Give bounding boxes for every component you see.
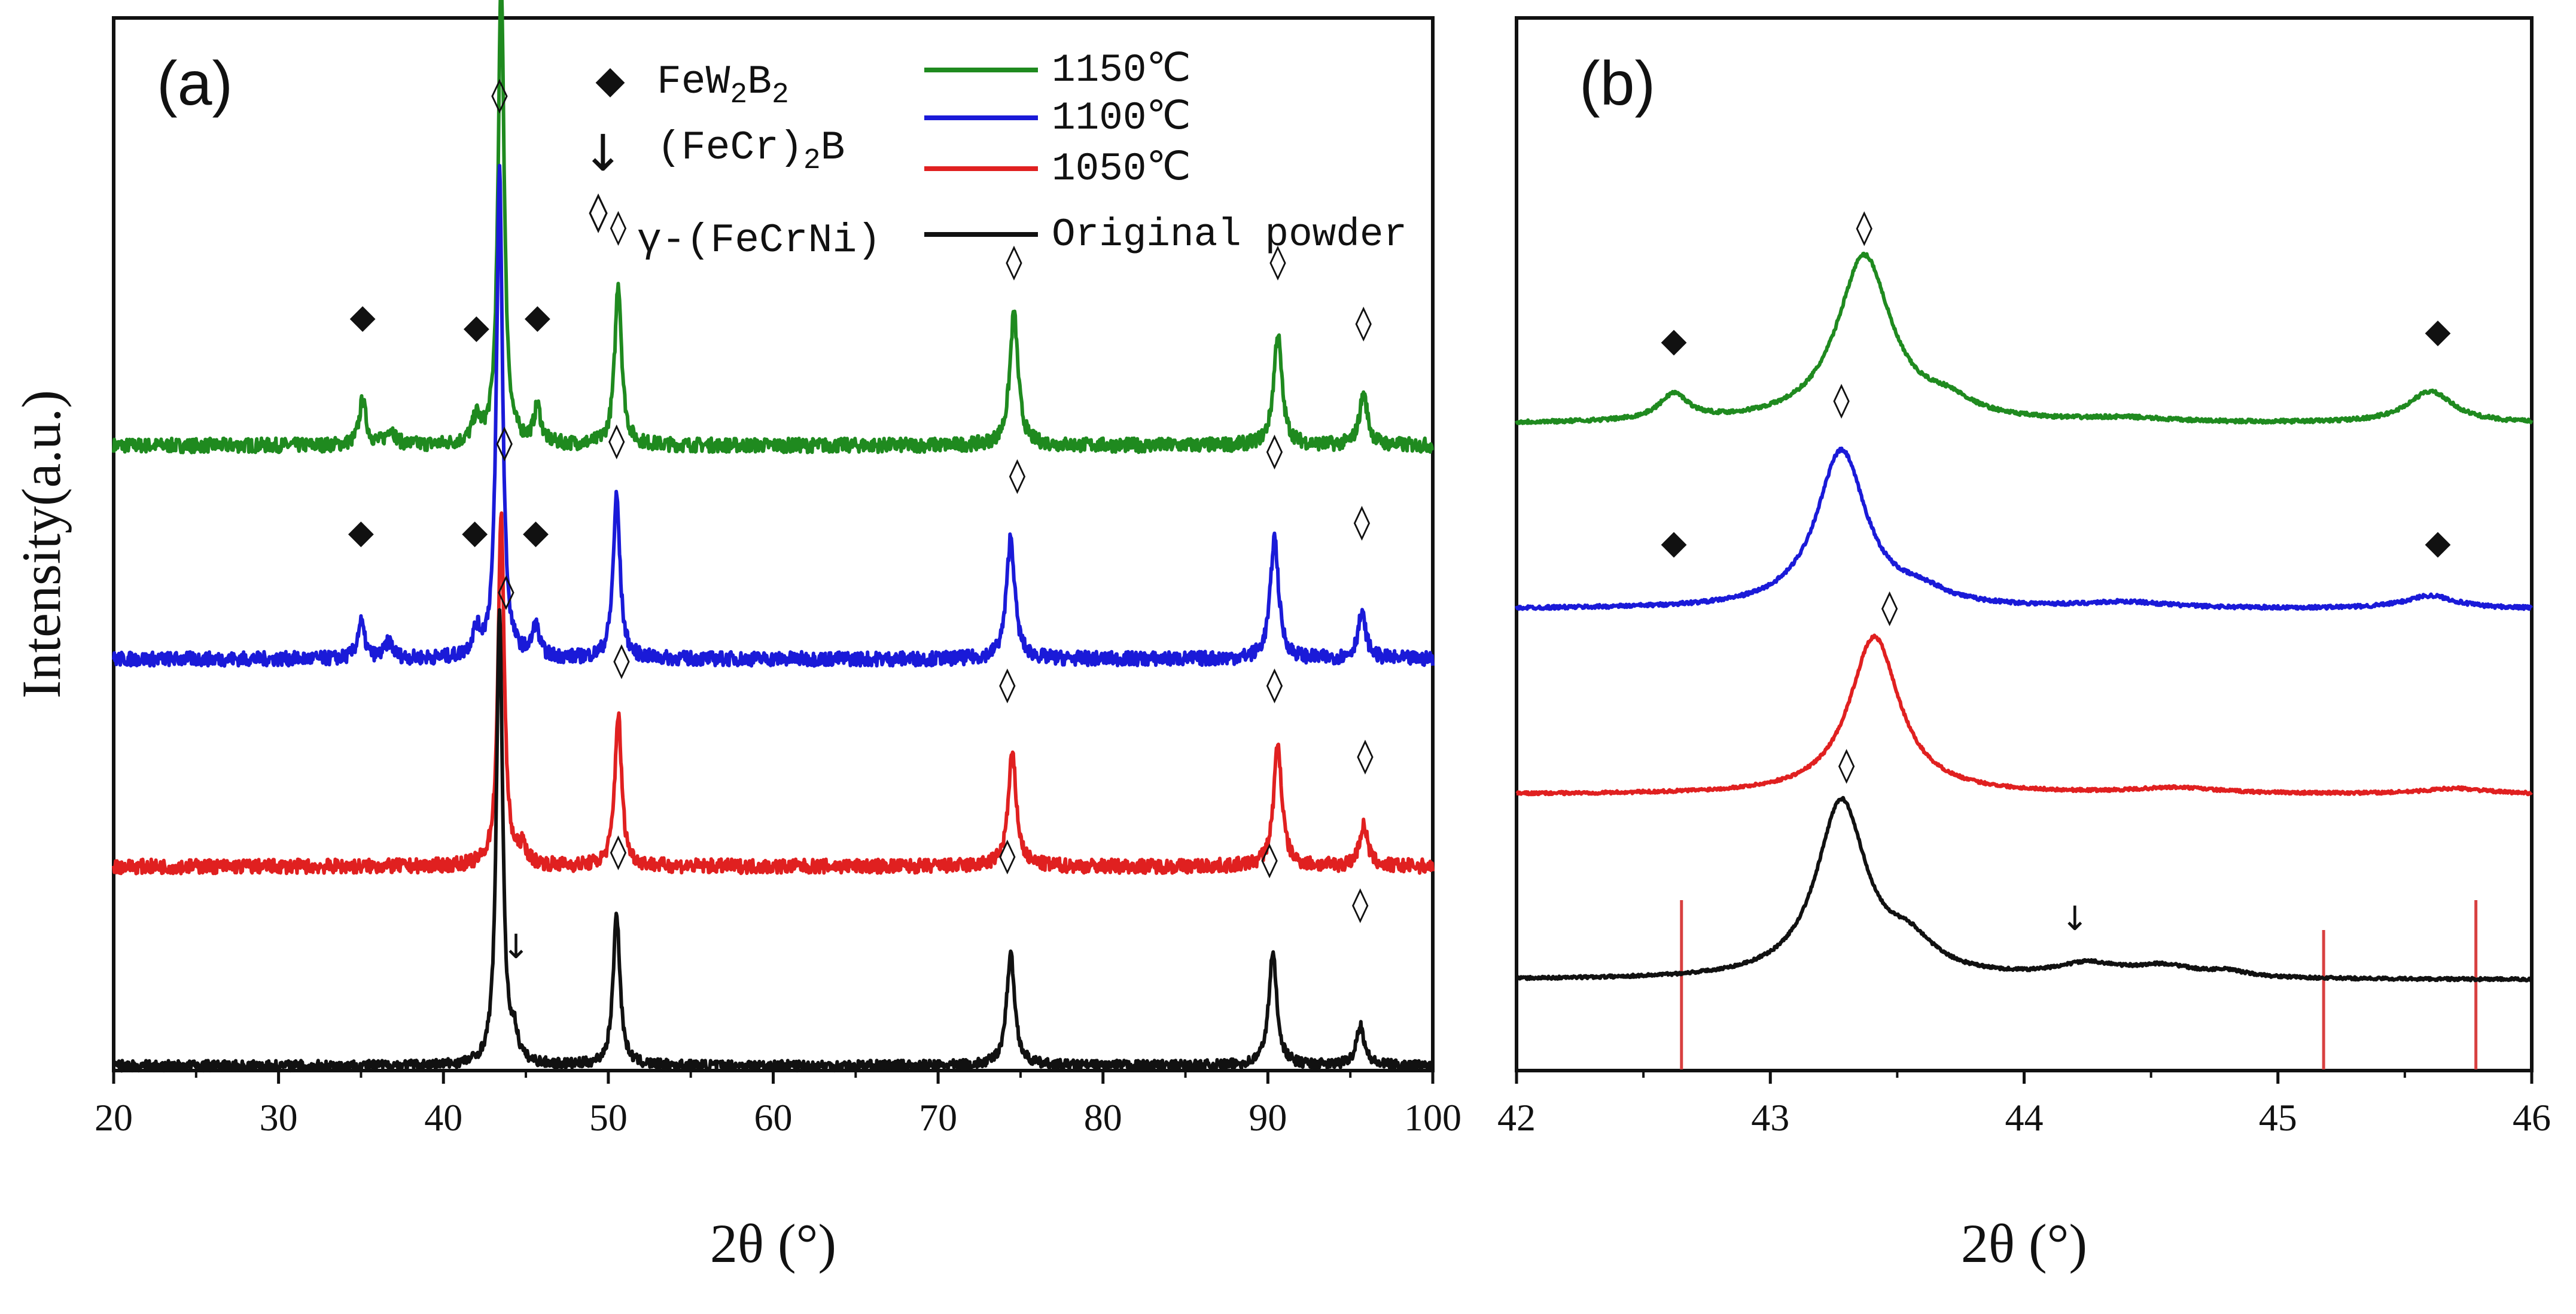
legend-phase-main: γ-(FeCrNi) xyxy=(637,218,881,264)
gamma-peak-marker: ◊ xyxy=(1833,380,1850,419)
legend-phase-label: γ-(FeCrNi) xyxy=(637,218,881,264)
x-axis-title-a: 2θ (°) xyxy=(710,1213,836,1274)
gamma-peak-marker: ◊ xyxy=(999,665,1016,704)
series-line-s1100 xyxy=(1515,446,2534,611)
fecrb-peak-marker: ↓ xyxy=(2061,900,2089,938)
series-line-s1150 xyxy=(1515,251,2534,425)
gamma-peak-marker: ◊ xyxy=(610,208,627,246)
gamma-peak-marker: ◊ xyxy=(608,421,625,460)
series-line-s1050 xyxy=(112,511,1435,876)
x-tick-label: 42 xyxy=(1497,1096,1536,1139)
x-tick-label: 43 xyxy=(1751,1096,1789,1139)
fewb-peak-marker: ◆ xyxy=(2425,523,2450,562)
gamma-peak-marker: ◊ xyxy=(1352,885,1369,923)
x-tick-label: 46 xyxy=(2513,1096,2551,1139)
fecrb-peak-marker: ↓ xyxy=(502,928,530,967)
x-tick-label: 45 xyxy=(2259,1096,2297,1139)
x-tick-label: 20 xyxy=(95,1096,133,1139)
x-tick-label: 100 xyxy=(1404,1096,1461,1139)
series-line-original xyxy=(112,608,1435,1073)
x-tick-label: 44 xyxy=(2005,1096,2044,1139)
legend-phase-symbol: ◆ xyxy=(595,58,625,102)
legend-phase-sub: 2 xyxy=(803,145,821,177)
fewb-peak-marker: ◆ xyxy=(1661,321,1686,360)
legend-phase-symbol: ↓ xyxy=(582,124,624,182)
x-tick-label: 40 xyxy=(424,1096,462,1139)
fewb-peak-marker: ◆ xyxy=(464,307,489,346)
gamma-peak-marker: ◊ xyxy=(1838,746,1855,785)
legend-entry-label: Original powder xyxy=(1052,212,1407,257)
gamma-peak-marker: ◊ xyxy=(496,423,513,462)
x-tick-label: 50 xyxy=(589,1096,628,1139)
panel-label-a: (a) xyxy=(157,49,233,118)
x-tick-label: 80 xyxy=(1084,1096,1122,1139)
peak-markers-b: ◆ ◊ ◆ ◆ ◊ ◆ ◊ ◊ ↓ xyxy=(1661,208,2450,938)
fewb-peak-marker: ◆ xyxy=(523,513,549,551)
legend-phase-main: (FeCr) xyxy=(657,125,803,171)
series-b xyxy=(1515,251,2534,983)
legend-phase-mid: B xyxy=(821,125,845,171)
gamma-peak-marker: ◊ xyxy=(1269,242,1286,281)
x-ticks-b: 42 43 44 45 46 xyxy=(1497,1071,2551,1139)
legend: ◆ FeW2B2↓ (FeCr)2B◊γ-(FeCrNi)1150℃1100℃105… xyxy=(582,48,1407,264)
gamma-peak-marker: ◊ xyxy=(999,836,1016,875)
series-line-original xyxy=(1515,795,2534,983)
fewb-peak-marker: ◆ xyxy=(2425,312,2450,350)
series-line-s1050 xyxy=(1515,633,2533,797)
gamma-peak-marker: ◊ xyxy=(1266,665,1283,704)
gamma-peak-marker: ◊ xyxy=(1266,431,1283,470)
y-axis-title: Intensity(a.u.) xyxy=(11,390,72,699)
legend-phase-sub: 2 xyxy=(730,79,747,111)
gamma-peak-marker: ◊ xyxy=(1856,208,1872,247)
x-ticks-a: 20 30 40 50 60 70 80 90 100 xyxy=(95,1071,1461,1139)
x-tick-label: 90 xyxy=(1249,1096,1287,1139)
reference-lines-b xyxy=(1680,900,2478,1069)
legend-phase-mid: B xyxy=(747,59,772,105)
gamma-peak-marker: ◊ xyxy=(1881,588,1898,627)
gamma-peak-marker: ◊ xyxy=(1009,456,1026,495)
gamma-peak-marker: ◊ xyxy=(1357,736,1374,775)
fewb-peak-marker: ◆ xyxy=(348,513,374,551)
series-line-s1150 xyxy=(112,0,1435,455)
gamma-peak-marker: ◊ xyxy=(1261,840,1278,879)
panel-a: Intensity(a.u.) 20 30 40 50 60 70 80 90 100 ◆ ◆ ◆◊… xyxy=(11,0,1461,1274)
fewb-peak-marker: ◆ xyxy=(462,513,488,551)
x-axis-title-b: 2θ (°) xyxy=(1961,1213,2087,1274)
legend-phase-label: FeW2B2 xyxy=(657,59,789,111)
panel-b: 42 43 44 45 46 ◆ ◊ ◆ ◆ ◊ ◆ ◊ ◊ ↓ (b) 2θ (°) xyxy=(1497,16,2551,1274)
fewb-peak-marker: ◆ xyxy=(350,297,376,336)
gamma-peak-marker: ◊ xyxy=(1354,502,1371,541)
gamma-peak-marker: ◊ xyxy=(610,832,627,871)
legend-phase-main: FeW xyxy=(657,59,730,105)
x-tick-label: 30 xyxy=(260,1096,298,1139)
panel-label-b: (b) xyxy=(1579,49,1655,118)
x-tick-label: 70 xyxy=(919,1096,957,1139)
legend-phase-symbol: ◊ xyxy=(589,190,608,234)
legend-phase-label: (FeCr)2B xyxy=(657,125,845,177)
fewb-peak-marker: ◆ xyxy=(1661,523,1686,562)
gamma-peak-marker: ◊ xyxy=(498,572,514,611)
fewb-peak-marker: ◆ xyxy=(525,297,550,336)
gamma-peak-marker: ◊ xyxy=(491,75,508,114)
legend-phase-sub: 2 xyxy=(772,79,789,111)
x-tick-label: 60 xyxy=(754,1096,793,1139)
peak-markers-a: ◆◆◆◊◊◊◊◊◆◆◆◊◊◊◊◊◊◊◊◊◊◊↓◊◊◊◊ xyxy=(348,75,1374,967)
series-a xyxy=(112,0,1435,1073)
legend-entry-label: 1150℃ xyxy=(1052,48,1191,93)
gamma-peak-marker: ◊ xyxy=(1006,242,1022,281)
legend-entry-label: 1050℃ xyxy=(1052,147,1191,191)
legend-entry-label: 1100℃ xyxy=(1052,96,1191,141)
gamma-peak-marker: ◊ xyxy=(613,641,630,679)
series-line-s1100 xyxy=(112,163,1435,668)
gamma-peak-marker: ◊ xyxy=(1355,303,1372,342)
